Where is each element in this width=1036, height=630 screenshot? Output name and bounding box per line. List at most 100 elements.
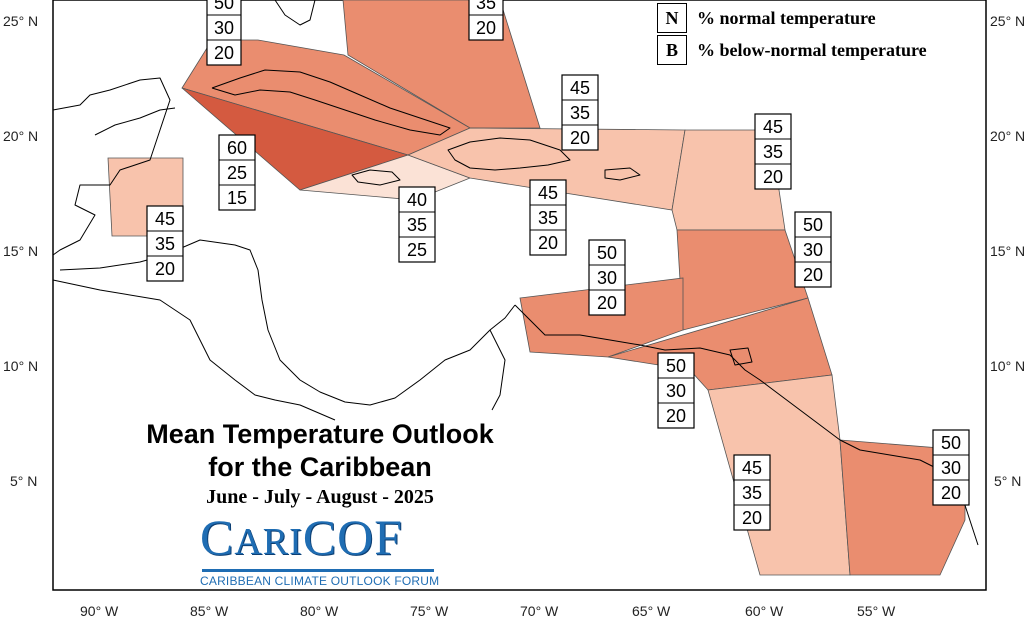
prob-above: 50 [803, 215, 823, 235]
lon-tick-label: 65° W [632, 603, 671, 619]
logo-wordmark: CARICOF [200, 509, 404, 565]
map-title-line1: Mean Temperature Outlook [146, 419, 494, 449]
lat-tick-label: 25° N [990, 13, 1025, 29]
prob-normal: 25 [227, 163, 247, 183]
prob-above: 40 [407, 190, 427, 210]
lat-tick-label: 25° N [3, 13, 38, 29]
colombia-venezuela-coast [489, 304, 979, 546]
yucatan-coast [94, 107, 176, 136]
logo-rule [202, 569, 434, 572]
prob-box-abc: 50 30 20 [588, 239, 626, 316]
prob-below: 20 [570, 128, 590, 148]
legend-label: % below-normal temperature [697, 39, 927, 60]
legend: N % normal temperature B % below-normal … [657, 2, 927, 66]
prob-below: 20 [155, 259, 175, 279]
prob-above: 50 [214, 0, 234, 13]
prob-box-bahamas: 50 30 20 [206, 0, 242, 66]
map-subtitle: June - July - August - 2025 [206, 486, 434, 508]
central-america-coast [52, 77, 171, 256]
lon-tick-label: 80° W [300, 603, 339, 619]
prob-below: 15 [227, 188, 247, 208]
prob-box-belize: 45 35 20 [146, 205, 184, 282]
prob-below: 20 [476, 18, 496, 38]
prob-normal: 35 [155, 234, 175, 254]
logo-tagline: CARIBBEAN CLIMATE OUTLOOK FORUM [200, 574, 440, 588]
lon-tick-label: 60° W [745, 603, 784, 619]
lat-tick-label: 10° N [990, 358, 1025, 374]
lat-tick-label: 15° N [3, 243, 38, 259]
legend-key: B [657, 35, 687, 65]
region-guyana [707, 374, 851, 576]
legend-item-below: B % below-normal temperature [657, 34, 927, 66]
florida-coast [274, 0, 316, 26]
legend-item-normal: N % normal temperature [657, 2, 927, 34]
prob-above: 50 [941, 433, 961, 453]
prob-box-jamaica: 40 35 25 [398, 186, 436, 263]
legend-key: N [657, 3, 687, 33]
prob-box-trinidad: 50 30 20 [657, 352, 695, 429]
region-abc [519, 277, 684, 358]
lon-tick-label: 75° W [410, 603, 449, 619]
prob-normal: 30 [597, 268, 617, 288]
prob-below: 20 [742, 508, 762, 528]
lon-tick-label: 85° W [190, 603, 229, 619]
hispaniola-coast [447, 137, 571, 171]
prob-box-turks-caicos: 35 20 [468, 0, 504, 41]
lat-axis-left: 25° N 20° N 15° N 10° N 5° N [3, 13, 38, 489]
lat-tick-label: 5° N [994, 473, 1021, 489]
lat-axis-right: 25° N 20° N 15° N 10° N 5° N [990, 13, 1025, 489]
prob-normal: 35 [538, 208, 558, 228]
lon-tick-label: 90° W [80, 603, 119, 619]
pacific-coast [52, 279, 336, 421]
honduras-nicaragua-coast [59, 239, 516, 406]
prob-normal: 35 [476, 0, 496, 13]
title-block: Mean Temperature Outlook for the Caribbe… [110, 418, 530, 509]
prob-above: 60 [227, 138, 247, 158]
lon-tick-label: 55° W [857, 603, 896, 619]
jamaica-coast [351, 169, 401, 186]
prob-normal: 35 [407, 215, 427, 235]
prob-normal: 35 [570, 103, 590, 123]
map-frame [52, 0, 987, 591]
prob-below: 20 [803, 265, 823, 285]
prob-above: 50 [597, 243, 617, 263]
lat-tick-label: 5° N [10, 473, 37, 489]
prob-above: 50 [666, 356, 686, 376]
prob-below: 20 [666, 406, 686, 426]
prob-box-cayman: 60 25 15 [218, 134, 256, 211]
prob-above: 45 [742, 458, 762, 478]
prob-box-hispaniola: 45 35 20 [529, 179, 567, 256]
prob-normal: 30 [666, 381, 686, 401]
prob-normal: 35 [763, 142, 783, 162]
lat-tick-label: 10° N [3, 358, 38, 374]
prob-below: 20 [597, 293, 617, 313]
prob-below: 20 [214, 43, 234, 63]
prob-below: 20 [941, 483, 961, 503]
prob-above: 45 [763, 117, 783, 137]
trinidad-coast [729, 347, 753, 366]
prob-above: 45 [538, 183, 558, 203]
prob-above: 45 [155, 209, 175, 229]
lon-tick-label: 70° W [520, 603, 559, 619]
prob-box-turks: 45 35 20 [561, 74, 599, 151]
prob-normal: 30 [941, 458, 961, 478]
prob-box-guyana: 45 35 20 [733, 454, 771, 531]
prob-above: 45 [570, 78, 590, 98]
prob-box-windward: 50 30 20 [794, 211, 832, 288]
lat-tick-label: 20° N [990, 128, 1025, 144]
lat-tick-label: 20° N [3, 128, 38, 144]
cuba-coast [211, 69, 451, 136]
prob-below: 25 [407, 240, 427, 260]
lon-axis: 90° W 85° W 80° W 75° W 70° W 65° W 60° … [80, 603, 896, 619]
prob-box-leeward: 45 35 20 [754, 113, 792, 190]
prob-normal: 30 [803, 240, 823, 260]
outlook-regions [107, 0, 966, 576]
legend-label: % normal temperature [697, 7, 876, 28]
prob-below: 20 [538, 233, 558, 253]
prob-box-suriname: 50 30 20 [932, 429, 970, 506]
lat-tick-label: 15° N [990, 243, 1025, 259]
prob-normal: 30 [214, 18, 234, 38]
prob-normal: 35 [742, 483, 762, 503]
caricof-logo: CARICOF CARIBBEAN CLIMATE OUTLOOK FORUM [200, 512, 440, 588]
